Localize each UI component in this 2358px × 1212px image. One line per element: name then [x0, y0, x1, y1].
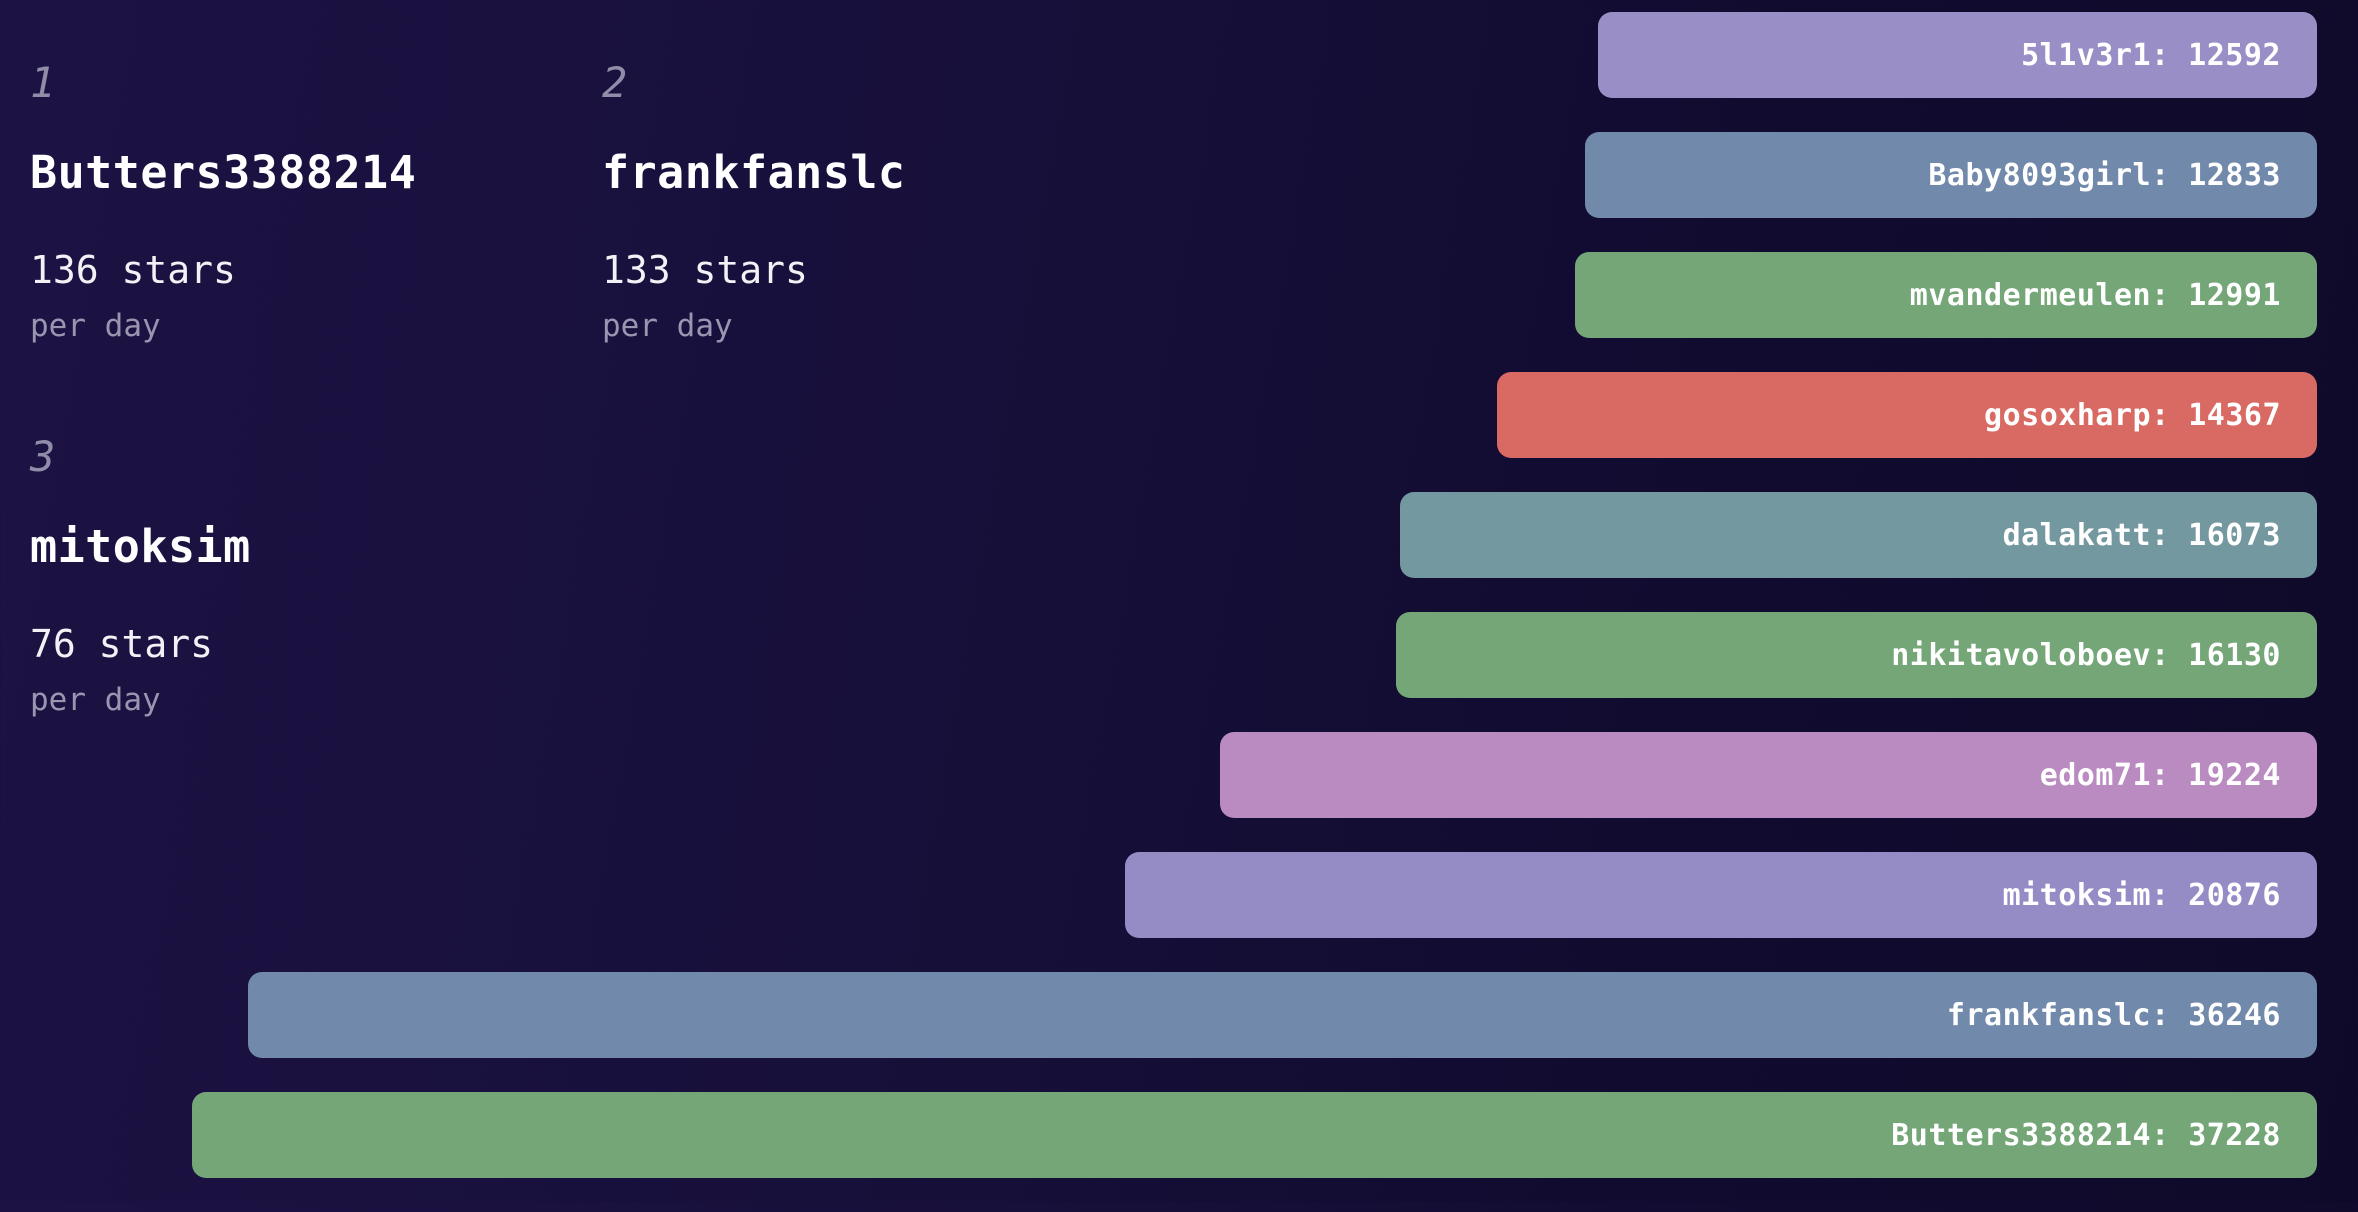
rank-card-3: 3 mitoksim 76 stars per day: [30, 432, 251, 719]
bar: Baby8093girl: 12833: [1584, 132, 2317, 218]
rank-star-rate: 136 stars: [30, 248, 236, 293]
bar: edom71: 19224: [1219, 732, 2317, 818]
bar: dalakatt: 16073: [1399, 492, 2317, 578]
rank-rate-unit: per day: [602, 307, 733, 344]
bar: mvandermeulen: 12991: [1575, 252, 2317, 338]
bar-row: Butters3388214: 37228: [192, 1092, 2317, 1212]
bar: nikitavoloboev: 16130: [1396, 612, 2317, 698]
bar: mitoksim: 20876: [1125, 852, 2317, 938]
bar-row: nikitavoloboev: 16130: [192, 612, 2317, 732]
bar-row: Baby8093girl: 12833: [192, 132, 2317, 252]
rank-number: 3: [30, 432, 56, 481]
rank-user-name: frankfanslc: [602, 146, 906, 200]
bar-row: edom71: 19224: [192, 732, 2317, 852]
bar-chart: 5l1v3r1: 12592 Baby8093girl: 12833 mvand…: [192, 12, 2317, 1212]
bar-row: frankfanslc: 36246: [192, 972, 2317, 1092]
bar: gosoxharp: 14367: [1496, 372, 2317, 458]
rank-user-name: mitoksim: [30, 520, 251, 574]
rank-star-rate: 76 stars: [30, 622, 214, 667]
bar: Butters3388214: 37228: [192, 1092, 2317, 1178]
rank-number: 2: [602, 58, 628, 107]
bar-row: mitoksim: 20876: [192, 852, 2317, 972]
rank-rate-unit: per day: [30, 307, 161, 344]
bar-value-label: frankfanslc: 36246: [1946, 997, 2281, 1033]
bar-value-label: dalakatt: 16073: [2002, 517, 2281, 553]
bar-value-label: Butters3388214: 37228: [1891, 1117, 2281, 1153]
bar-value-label: gosoxharp: 14367: [1984, 397, 2281, 433]
rank-rate-unit: per day: [30, 681, 161, 718]
bar-row: gosoxharp: 14367: [192, 372, 2317, 492]
rank-card-2: 2 frankfanslc 133 stars per day: [602, 58, 906, 345]
bar-value-label: mitoksim: 20876: [2002, 877, 2281, 913]
bar: frankfanslc: 36246: [248, 972, 2317, 1058]
bar-row: 5l1v3r1: 12592: [192, 12, 2317, 132]
bar-value-label: mvandermeulen: 12991: [1909, 277, 2281, 313]
bar-value-label: edom71: 19224: [2039, 757, 2281, 793]
bar-value-label: Baby8093girl: 12833: [1928, 157, 2281, 193]
bar-value-label: nikitavoloboev: 16130: [1891, 637, 2281, 673]
rank-user-name: Butters3388214: [30, 146, 417, 200]
rank-number: 1: [30, 58, 56, 107]
bar-row: mvandermeulen: 12991: [192, 252, 2317, 372]
rank-star-rate: 133 stars: [602, 248, 808, 293]
rank-card-1: 1 Butters3388214 136 stars per day: [30, 58, 416, 345]
bar-value-label: 5l1v3r1: 12592: [2021, 37, 2281, 73]
bar-row: dalakatt: 16073: [192, 492, 2317, 612]
bar: 5l1v3r1: 12592: [1598, 12, 2317, 98]
